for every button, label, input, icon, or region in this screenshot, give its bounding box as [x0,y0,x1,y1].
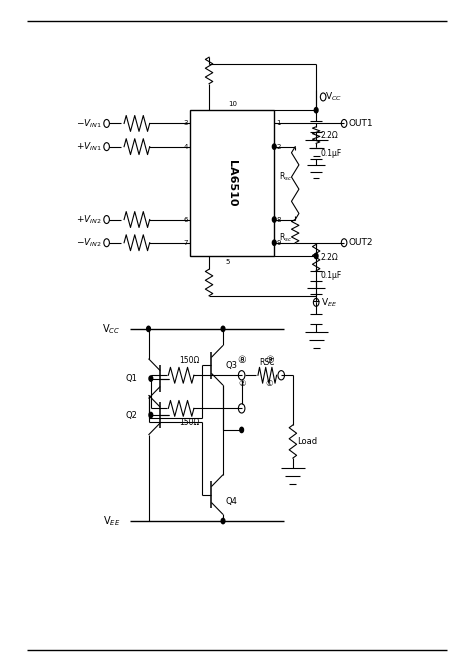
Circle shape [146,326,150,331]
Text: RSC: RSC [260,358,275,366]
Circle shape [221,326,225,331]
Circle shape [314,254,318,258]
Text: LA6510: LA6510 [228,160,237,207]
Text: 0.1μF: 0.1μF [321,149,342,158]
Text: $+V_{IN2}$: $+V_{IN2}$ [76,213,102,225]
Text: 5: 5 [226,259,230,265]
Circle shape [240,427,244,433]
Circle shape [273,240,276,246]
Circle shape [273,144,276,149]
Text: 10: 10 [228,101,237,107]
Text: 0.1μF: 0.1μF [321,271,342,280]
Text: R$_{sc}$: R$_{sc}$ [279,170,292,183]
Bar [191,110,274,256]
Text: $-V_{IN2}$: $-V_{IN2}$ [76,236,102,249]
Text: 2.2Ω: 2.2Ω [321,131,338,140]
Text: V$_{CC}$: V$_{CC}$ [326,91,343,103]
Text: ⑨: ⑨ [265,356,274,365]
Circle shape [314,107,318,113]
Text: Q1: Q1 [125,374,137,383]
Text: 8: 8 [277,217,281,223]
Text: 7: 7 [183,240,188,246]
Text: V$_{CC}$: V$_{CC}$ [102,322,120,336]
Text: ②: ② [238,378,246,388]
Text: V$_{EE}$: V$_{EE}$ [321,296,337,309]
Text: 2.2Ω: 2.2Ω [321,253,338,262]
Text: 1: 1 [277,121,281,126]
Text: 9: 9 [277,240,281,246]
Circle shape [149,413,153,417]
Text: OUT1: OUT1 [349,119,374,128]
Text: OUT2: OUT2 [349,238,373,247]
Text: Q4: Q4 [225,497,237,506]
Text: ①: ① [266,378,273,388]
Text: $-V_{IN1}$: $-V_{IN1}$ [76,117,102,130]
Text: R$_{sc}$: R$_{sc}$ [279,231,292,244]
Circle shape [149,376,153,381]
Text: Q3: Q3 [225,361,237,370]
Circle shape [221,519,225,523]
Text: 6: 6 [183,217,188,223]
Text: V$_{EE}$: V$_{EE}$ [103,514,120,528]
Text: 4: 4 [184,144,188,150]
Text: ⑧: ⑧ [237,356,246,365]
Circle shape [273,217,276,222]
Text: 3: 3 [183,121,188,126]
Text: $+V_{IN1}$: $+V_{IN1}$ [76,140,102,153]
Text: 150Ω: 150Ω [179,356,199,365]
Text: 150Ω: 150Ω [179,418,199,427]
Text: Load: Load [298,437,318,446]
Text: 2: 2 [277,144,281,150]
Text: Q2: Q2 [125,411,137,419]
